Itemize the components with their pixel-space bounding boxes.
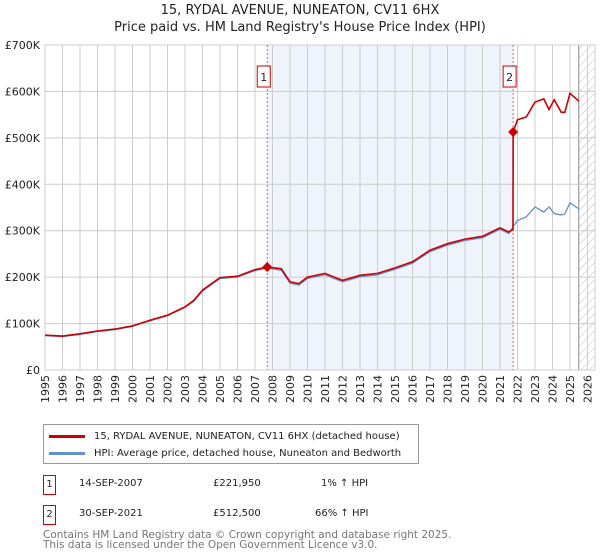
legend-label-hpi: HPI: Average price, detached house, Nune…: [94, 447, 402, 459]
x-tick-label: 2022: [512, 375, 525, 403]
x-tick-label: 2002: [162, 375, 175, 403]
transaction-row: 1 14-SEP-2007 £221,950 1% ↑ HPI: [43, 475, 443, 495]
future-hatch: [578, 45, 595, 370]
property-price-line: [44, 91, 580, 337]
y-tick-label: £500K: [5, 132, 41, 145]
x-tick-label: 2003: [179, 375, 192, 403]
y-tick-label: £100K: [5, 318, 41, 331]
y-tick-label: £400K: [5, 178, 41, 191]
transaction-price: £512,500: [213, 508, 261, 519]
x-tick-label: 1995: [39, 375, 52, 403]
legend: 15, RYDAL AVENUE, NUNEATON, CV11 6HX (de…: [43, 424, 419, 464]
x-tick-label: 2010: [302, 375, 315, 403]
legend-item-hpi: HPI: Average price, detached house, Nune…: [49, 445, 401, 461]
x-tick-label: 1998: [92, 375, 105, 403]
x-tick-label: 2020: [477, 375, 490, 403]
x-tick-label: 1999: [109, 375, 122, 403]
x-tick-label: 2012: [337, 375, 350, 403]
x-tick-label: 2008: [267, 375, 280, 403]
x-tick-label: 2021: [494, 375, 507, 403]
y-tick-label: £300K: [5, 225, 41, 238]
transaction-hpi-diff: 66% ↑ HPI: [315, 508, 369, 519]
plot-border: [44, 44, 596, 371]
legend-item-property: 15, RYDAL AVENUE, NUNEATON, CV11 6HX (de…: [49, 428, 400, 444]
x-tick-label: 2009: [284, 375, 297, 403]
x-tick-label: 2000: [127, 375, 140, 403]
x-tick-label: 2004: [197, 375, 210, 403]
chart-subtitle: Price paid vs. HM Land Registry's House …: [114, 20, 486, 35]
x-tick-label: 2017: [424, 375, 437, 403]
chart-title: 15, RYDAL AVENUE, NUNEATON, CV11 6HX: [160, 3, 440, 18]
transaction-hpi-diff: 1% ↑ HPI: [321, 478, 369, 489]
x-tick-label: 2024: [547, 375, 560, 403]
hpi-line-swatch: [49, 451, 85, 455]
x-tick-label: 2019: [459, 375, 472, 403]
x-tick-label: 2006: [232, 375, 245, 403]
attribution-line-1: Contains HM Land Registry data © Crown c…: [43, 529, 452, 541]
x-tick-label: 2016: [407, 375, 420, 403]
sale-point: [508, 127, 519, 138]
transaction-row: 2 30-SEP-2021 £512,500 66% ↑ HPI: [43, 505, 443, 525]
price-chart: 1995 1996 1997 1998 1999 2000 2001 2002 2003 2004…: [5, 39, 596, 403]
x-tick-label: 2005: [214, 375, 227, 403]
x-tick-label: 2011: [319, 375, 332, 403]
sale-point: [262, 261, 273, 272]
sale-label-box: [256, 65, 271, 88]
x-tick-label: 2026: [582, 375, 595, 403]
transaction-badge: 2: [43, 505, 56, 525]
transaction-badge: 1: [43, 475, 56, 495]
x-tick-label: 2015: [389, 375, 402, 403]
x-tick-label: 2001: [144, 375, 157, 403]
x-tick-label: 2023: [529, 375, 542, 403]
attribution: Contains HM Land Registry data © Crown c…: [43, 529, 452, 551]
x-tick-label: 2007: [249, 375, 262, 403]
y-tick-label: £0: [26, 364, 40, 377]
x-tick-label: 1997: [74, 375, 87, 403]
x-tick-label: 2013: [354, 375, 367, 403]
sale-label-box: [502, 65, 517, 88]
sale-label: 2: [506, 71, 513, 84]
sale-period-shade: [267, 45, 514, 370]
y-tick-label: £600K: [5, 85, 41, 98]
x-tick-label: 2025: [564, 375, 577, 403]
property-line-swatch: [49, 434, 85, 438]
legend-label-property: 15, RYDAL AVENUE, NUNEATON, CV11 6HX (de…: [94, 430, 400, 442]
x-tick-label: 2018: [442, 375, 455, 403]
x-tick-label: 2014: [372, 375, 385, 403]
y-tick-label: £200K: [5, 271, 41, 284]
transaction-price: £221,950: [213, 478, 261, 489]
attribution-line-2: This data is licensed under the Open Gov…: [43, 539, 378, 551]
transaction-date: 14-SEP-2007: [79, 478, 143, 489]
transaction-date: 30-SEP-2021: [79, 508, 143, 519]
sale-label: 1: [260, 71, 267, 84]
y-tick-label: £700K: [5, 39, 41, 52]
x-tick-label: 1996: [57, 375, 70, 403]
